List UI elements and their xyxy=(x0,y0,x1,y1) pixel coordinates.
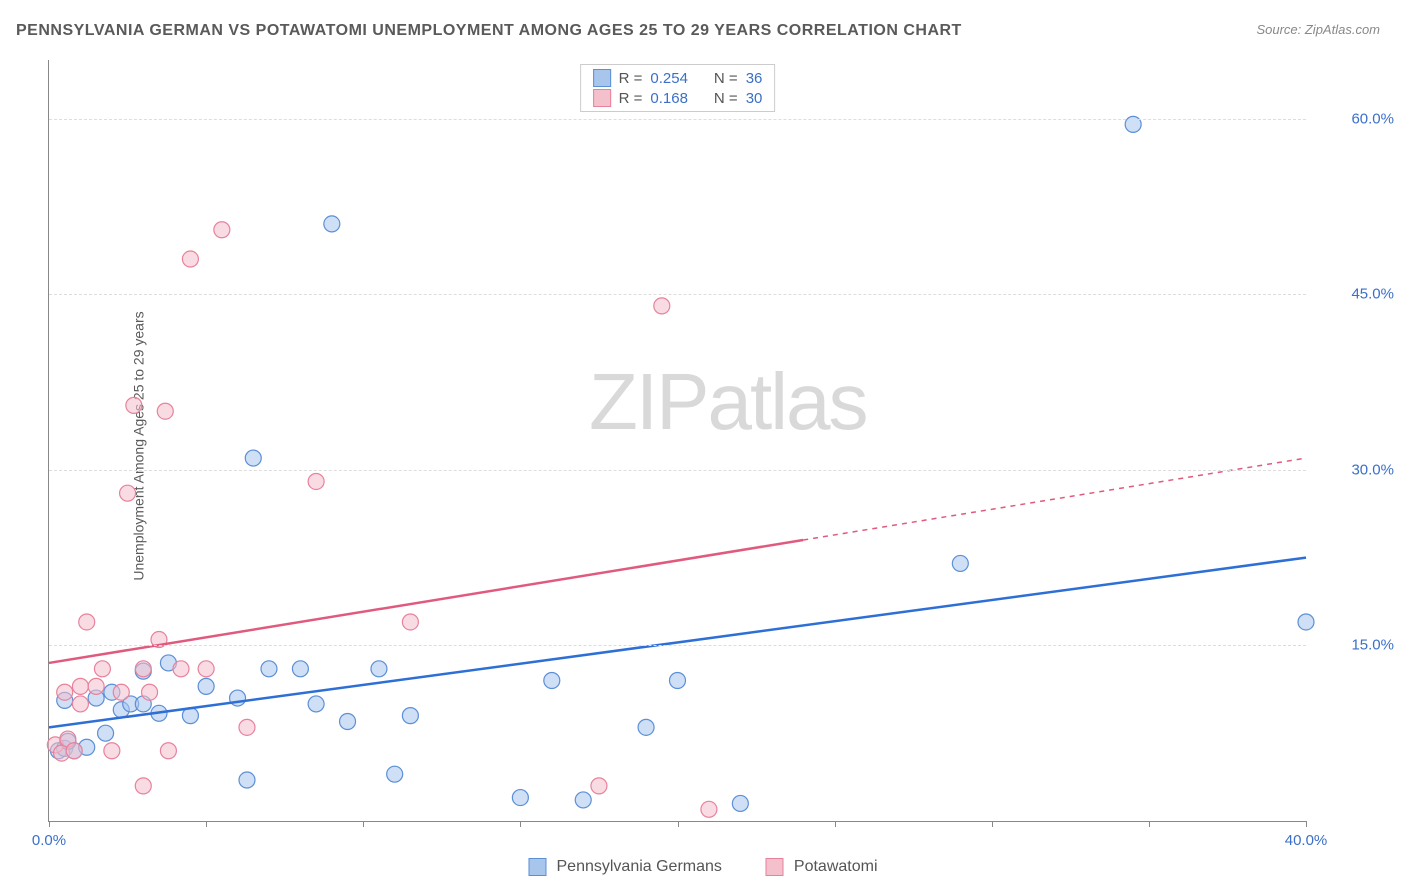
data-point xyxy=(638,719,654,735)
data-point xyxy=(94,661,110,677)
data-point xyxy=(732,795,748,811)
y-tick-label: 30.0% xyxy=(1314,461,1394,478)
data-point xyxy=(104,743,120,759)
data-point xyxy=(371,661,387,677)
data-point xyxy=(173,661,189,677)
data-point xyxy=(654,298,670,314)
legend-label-1: Pennsylvania Germans xyxy=(556,858,721,876)
data-point xyxy=(142,684,158,700)
data-point xyxy=(239,772,255,788)
data-point xyxy=(135,661,151,677)
data-point xyxy=(402,708,418,724)
chart-title: PENNSYLVANIA GERMAN VS POTAWATOMI UNEMPL… xyxy=(16,22,962,40)
plot-svg xyxy=(49,60,1306,821)
data-point xyxy=(261,661,277,677)
legend-swatch-2 xyxy=(766,858,784,876)
data-point xyxy=(72,696,88,712)
legend-item-2: Potawatomi xyxy=(766,858,878,876)
data-point xyxy=(214,222,230,238)
data-point xyxy=(308,696,324,712)
data-point xyxy=(512,790,528,806)
data-point xyxy=(198,661,214,677)
data-point xyxy=(387,766,403,782)
x-tick-label: 0.0% xyxy=(32,832,66,849)
data-point xyxy=(98,725,114,741)
data-point xyxy=(135,778,151,794)
data-point xyxy=(113,684,129,700)
data-point xyxy=(544,673,560,689)
y-tick-label: 15.0% xyxy=(1314,637,1394,654)
source-label: Source: ZipAtlas.com xyxy=(1256,22,1380,37)
data-point xyxy=(66,743,82,759)
plot-area: ZIPatlas R = 0.254 N = 36 R = 0.168 N = … xyxy=(48,60,1306,822)
x-tick-label: 40.0% xyxy=(1285,832,1328,849)
data-point xyxy=(57,684,73,700)
data-point xyxy=(324,216,340,232)
data-point xyxy=(157,403,173,419)
data-point xyxy=(88,678,104,694)
data-point xyxy=(160,743,176,759)
legend-item-1: Pennsylvania Germans xyxy=(528,858,721,876)
data-point xyxy=(245,450,261,466)
legend-label-2: Potawatomi xyxy=(794,858,878,876)
legend: Pennsylvania Germans Potawatomi xyxy=(528,858,877,876)
data-point xyxy=(72,678,88,694)
data-point xyxy=(701,801,717,817)
data-point xyxy=(126,397,142,413)
data-point xyxy=(575,792,591,808)
data-point xyxy=(182,251,198,267)
data-point xyxy=(1298,614,1314,630)
y-tick-label: 60.0% xyxy=(1314,110,1394,127)
data-point xyxy=(239,719,255,735)
data-point xyxy=(952,555,968,571)
data-point xyxy=(198,678,214,694)
data-point xyxy=(670,673,686,689)
data-point xyxy=(292,661,308,677)
data-point xyxy=(79,614,95,630)
data-point xyxy=(402,614,418,630)
data-point xyxy=(591,778,607,794)
data-point xyxy=(308,473,324,489)
legend-swatch-1 xyxy=(528,858,546,876)
data-point xyxy=(120,485,136,501)
data-point xyxy=(340,713,356,729)
y-tick-label: 45.0% xyxy=(1314,286,1394,303)
trend-line xyxy=(49,558,1306,728)
